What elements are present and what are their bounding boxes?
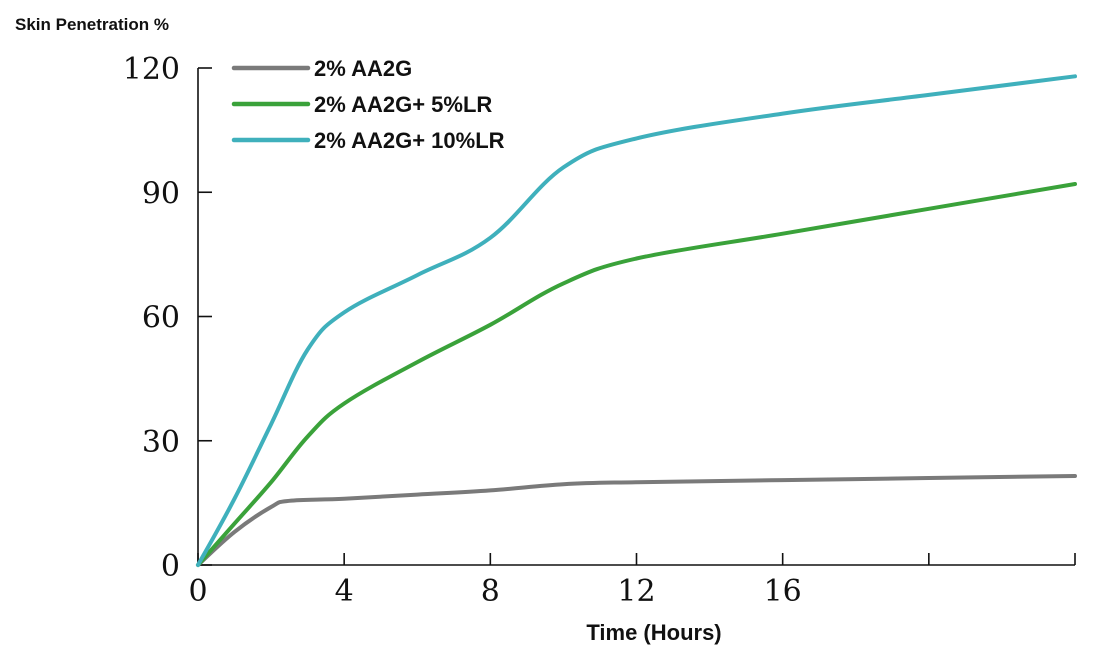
series-line-3	[196, 74, 1077, 567]
legend-label: 2% AA2G+ 10%LR	[314, 128, 505, 153]
y-tick-label: 30	[142, 425, 180, 460]
y-tick-label: 60	[142, 301, 180, 336]
series-line-2	[196, 182, 1077, 567]
legend-label: 2% AA2G	[314, 56, 412, 81]
x-tick-label: 8	[481, 574, 500, 609]
legend-label: 2% AA2G+ 5%LR	[314, 92, 492, 117]
y-tick-label: 90	[142, 176, 180, 211]
legend-item: 2% AA2G+ 10%LR	[231, 128, 505, 153]
x-ticks: 0 4 8 12 16	[188, 553, 1076, 609]
legend: 2% AA2G 2% AA2G+ 5%LR 2% AA2G+ 10%LR	[231, 56, 505, 153]
x-tick-label: 12	[617, 574, 655, 609]
series-line-1	[196, 474, 1077, 567]
x-tick-label: 16	[764, 574, 802, 609]
legend-item: 2% AA2G+ 5%LR	[231, 92, 492, 117]
x-tick-label: 0	[188, 574, 207, 609]
legend-item: 2% AA2G	[231, 56, 412, 81]
series-lines	[196, 74, 1077, 567]
y-tick-label: 120	[123, 52, 180, 87]
y-axis-label: Skin Penetration %	[15, 15, 169, 34]
x-tick-label: 4	[335, 574, 354, 609]
x-axis-label: Time (Hours)	[586, 620, 721, 645]
y-ticks: 0 30 60 90 120	[123, 52, 212, 584]
y-tick-label: 0	[161, 549, 180, 584]
